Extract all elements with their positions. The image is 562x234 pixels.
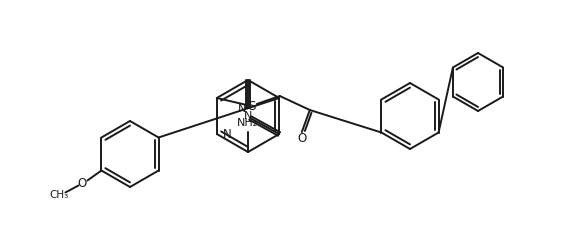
- Text: CH₃: CH₃: [50, 190, 69, 201]
- Text: O: O: [297, 132, 306, 146]
- Text: NH₂: NH₂: [237, 118, 259, 128]
- Text: N: N: [238, 104, 246, 114]
- Text: O: O: [78, 177, 87, 190]
- Text: N: N: [223, 128, 232, 140]
- Text: S: S: [248, 99, 256, 113]
- Text: N: N: [244, 111, 252, 121]
